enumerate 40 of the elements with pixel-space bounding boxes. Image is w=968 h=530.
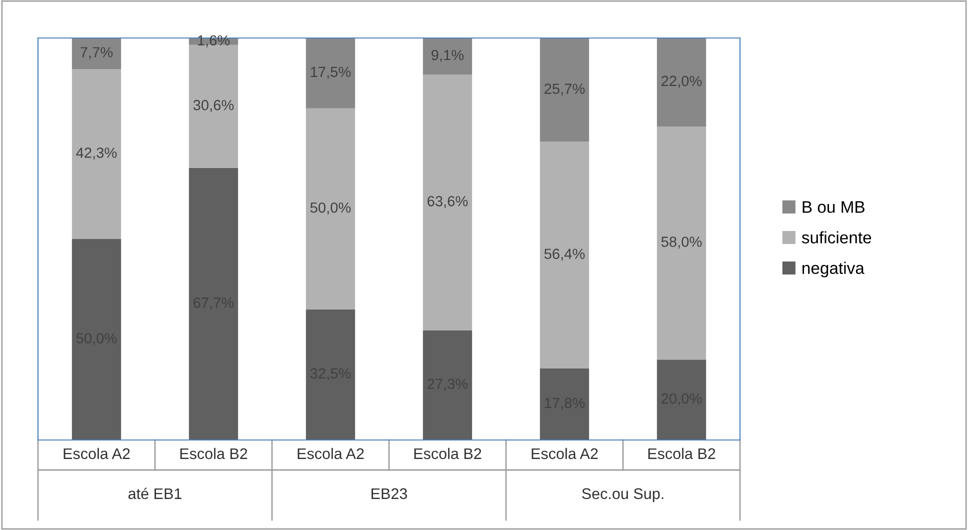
- data-label: 63,6%: [428, 196, 468, 208]
- bar: [72, 239, 122, 440]
- data-label: 56,4%: [544, 248, 585, 261]
- data-label: 1,6%: [198, 35, 230, 48]
- bar: [422, 38, 472, 75]
- data-label: 25,7%: [544, 84, 585, 96]
- bar: [540, 368, 590, 440]
- x-tick-label: Escola B2: [414, 448, 482, 460]
- legend-label: negativa: [802, 262, 864, 278]
- x-tick-label: Escola B2: [648, 448, 716, 460]
- bar: [540, 38, 590, 142]
- data-label: 17,5%: [310, 66, 351, 79]
- legend-label: suficiente: [802, 231, 872, 244]
- data-label: 7,7%: [80, 47, 113, 60]
- bar: [306, 309, 356, 440]
- legend-label: B ou MB: [802, 201, 864, 213]
- bar: [656, 360, 706, 440]
- bar: [72, 38, 122, 69]
- data-label: 58,0%: [661, 236, 702, 249]
- bar: [422, 74, 472, 330]
- x-tick-label: Escola B2: [180, 448, 248, 460]
- text: até EB1: [128, 488, 182, 500]
- text: EB23: [372, 488, 408, 500]
- bar: [306, 108, 356, 310]
- data-label: 50,0%: [310, 202, 351, 214]
- bar: [656, 38, 706, 126]
- x-tick-label: Escola A2: [298, 448, 364, 460]
- data-label: 9,1%: [432, 50, 464, 62]
- bar: [656, 126, 706, 360]
- data-label: 22,0%: [662, 76, 702, 88]
- x-tick-label: Escola A2: [532, 448, 598, 460]
- bar: [422, 330, 472, 440]
- bar: [540, 142, 590, 368]
- bar: [188, 168, 238, 440]
- bar: [72, 68, 122, 239]
- bar: [306, 38, 356, 108]
- x-tick-label: Escola A2: [64, 448, 130, 460]
- text: Sec.ou Sup.: [582, 488, 664, 502]
- data-label: 30,6%: [193, 100, 234, 112]
- data-label: 42,3%: [76, 148, 117, 160]
